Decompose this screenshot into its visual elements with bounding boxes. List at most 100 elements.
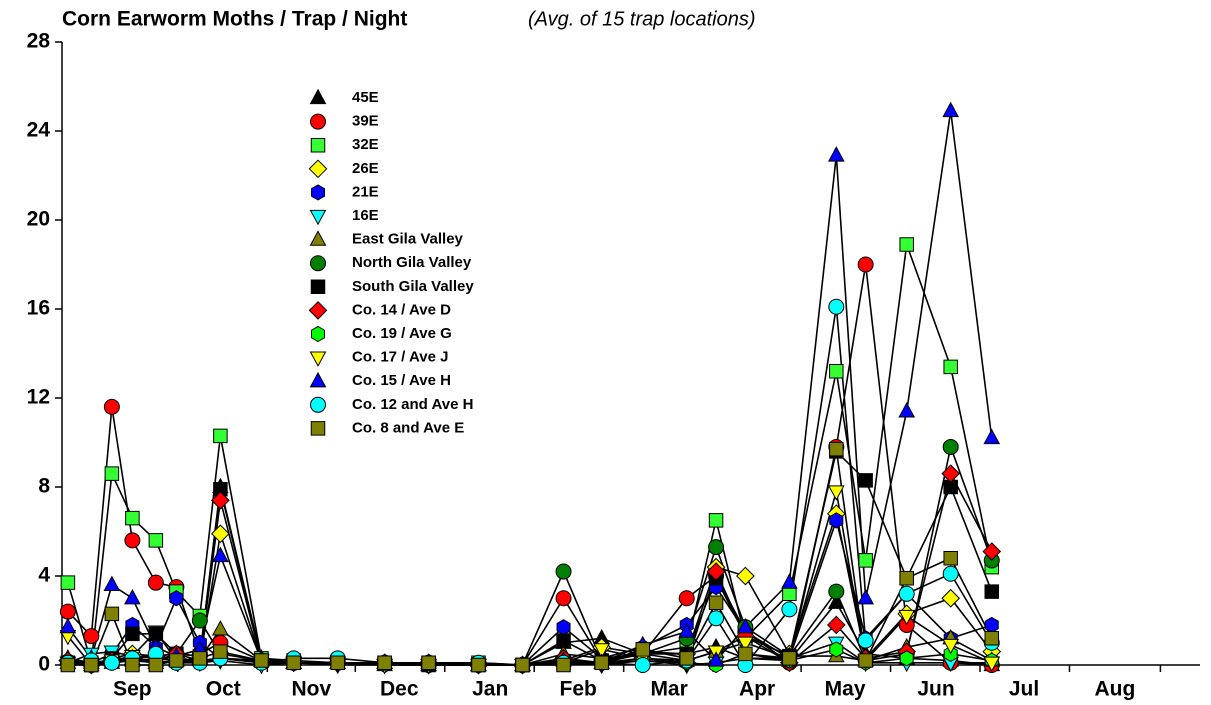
data-point xyxy=(330,655,345,671)
legend-label: East Gila Valley xyxy=(352,231,464,248)
data-point xyxy=(982,542,1002,561)
legend-marker xyxy=(309,371,327,388)
y-tick-label: 0 xyxy=(38,653,50,676)
data-point xyxy=(857,588,874,605)
data-point xyxy=(708,513,724,528)
x-tick-label: Nov xyxy=(291,678,331,701)
data-point xyxy=(829,512,844,529)
data-point xyxy=(678,622,696,638)
data-point xyxy=(782,586,797,602)
data-point xyxy=(857,256,874,273)
data-point xyxy=(984,584,1000,599)
data-point xyxy=(679,651,694,666)
data-point xyxy=(148,657,164,673)
legend-marker xyxy=(309,113,327,130)
data-point xyxy=(984,631,1000,646)
data-point xyxy=(942,101,960,118)
y-tick-label: 28 xyxy=(27,30,51,53)
data-point xyxy=(59,617,77,634)
legend-label: Co. 12 and Ave H xyxy=(352,396,473,413)
data-point xyxy=(898,402,916,418)
data-point xyxy=(782,651,797,666)
data-point xyxy=(593,643,611,659)
data-point xyxy=(555,590,572,607)
data-point xyxy=(213,481,228,497)
legend-label: 26E xyxy=(352,160,379,177)
data-point xyxy=(781,601,798,618)
data-point xyxy=(827,593,845,609)
data-point xyxy=(829,641,844,658)
data-point xyxy=(103,398,120,415)
data-point xyxy=(827,485,845,501)
data-point xyxy=(634,657,651,673)
x-tick-label: Jan xyxy=(472,678,508,701)
data-point xyxy=(103,575,121,592)
x-tick-label: Dec xyxy=(380,678,419,701)
legend-label: 21E xyxy=(352,183,379,200)
y-tick-label: 24 xyxy=(27,119,51,142)
data-point xyxy=(857,632,874,649)
legend-marker xyxy=(310,137,326,153)
data-point xyxy=(707,651,725,667)
data-point xyxy=(858,653,873,668)
data-point xyxy=(213,644,228,659)
data-point xyxy=(941,588,961,608)
data-point xyxy=(678,590,695,607)
x-tick-label: Jul xyxy=(1009,678,1039,701)
data-point xyxy=(708,595,724,610)
data-point xyxy=(943,359,958,375)
data-point xyxy=(103,654,120,671)
y-tick-label: 20 xyxy=(27,208,50,231)
data-point xyxy=(104,466,120,481)
data-point xyxy=(286,655,301,671)
data-point xyxy=(169,590,184,607)
data-point xyxy=(212,546,229,563)
y-tick-label: 16 xyxy=(27,297,50,320)
data-point xyxy=(858,553,873,568)
data-point xyxy=(60,575,76,590)
data-point xyxy=(556,633,571,648)
data-point xyxy=(377,655,392,671)
legend-label: Co. 8 and Ave E xyxy=(352,419,464,436)
y-tick-label: 4 xyxy=(38,564,50,587)
data-point xyxy=(191,612,208,629)
data-point xyxy=(738,646,753,662)
legend-marker xyxy=(309,396,327,413)
x-tick-label: Jun xyxy=(917,678,954,701)
legend-marker xyxy=(309,351,327,367)
data-point xyxy=(125,626,140,642)
data-point xyxy=(147,574,164,591)
data-point xyxy=(941,464,961,483)
chart-subtitle: (Avg. of 15 trap locations) xyxy=(528,8,756,30)
data-point xyxy=(706,562,726,581)
data-point xyxy=(899,650,914,667)
data-point xyxy=(104,606,120,622)
data-point xyxy=(594,655,609,671)
data-point xyxy=(84,657,99,673)
data-point xyxy=(942,638,960,655)
x-tick-label: Aug xyxy=(1095,678,1136,701)
data-point xyxy=(211,491,230,510)
data-point xyxy=(555,563,572,580)
legend-label: Co. 19 / Ave G xyxy=(352,325,452,342)
legend-marker xyxy=(309,88,327,105)
data-point xyxy=(59,603,76,620)
legend-marker xyxy=(310,279,326,295)
data-point xyxy=(828,298,845,315)
legend-marker xyxy=(309,209,327,226)
data-point xyxy=(898,609,916,626)
data-point xyxy=(983,656,1001,673)
data-point xyxy=(942,565,959,582)
legend-label: Co. 17 / Ave J xyxy=(352,349,448,366)
legend-label: 39E xyxy=(352,113,379,130)
data-point xyxy=(827,146,845,162)
data-point xyxy=(708,539,725,555)
data-point xyxy=(737,636,754,653)
data-point xyxy=(983,428,1001,445)
legend-label: 32E xyxy=(352,136,379,153)
legend-label: South Gila Valley xyxy=(352,278,474,295)
data-point xyxy=(421,655,436,671)
legend-marker xyxy=(310,421,326,436)
x-tick-label: Apr xyxy=(739,678,775,701)
x-tick-label: Mar xyxy=(650,678,687,701)
